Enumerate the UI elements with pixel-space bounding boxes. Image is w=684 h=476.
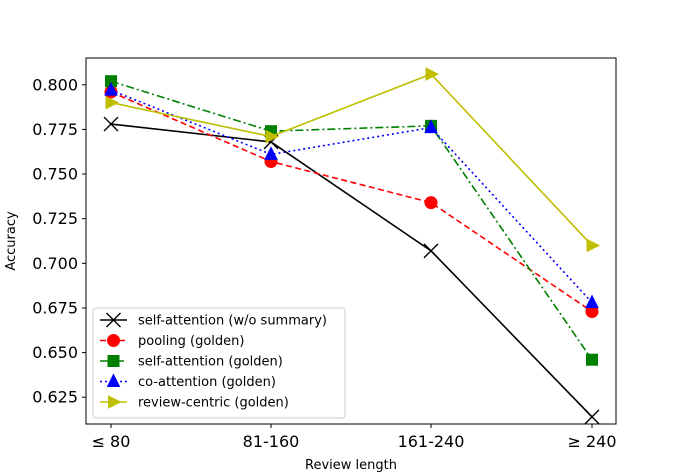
x-axis-label: Review length: [305, 458, 397, 473]
data-point: [584, 409, 600, 425]
data-point: [103, 116, 119, 132]
x-axis: ≤ 80 81-160 161-240 ≥ 240: [92, 424, 617, 451]
data-point: [105, 95, 120, 110]
data-point: [424, 119, 438, 134]
legend: self-attention (w/o summary) pooling (gol…: [92, 307, 346, 419]
y-tick-label: 0.625: [32, 388, 78, 407]
data-point: [585, 294, 599, 309]
series-line: [110, 73, 593, 247]
y-tick-label: 0.800: [32, 75, 78, 94]
data-point: [424, 196, 438, 210]
series-1: [104, 85, 599, 319]
plot-frame: [85, 57, 617, 425]
legend-entry: pooling (golden): [138, 334, 244, 349]
legend-marker: [107, 355, 120, 367]
y-tick-label: 0.725: [32, 209, 78, 228]
x-tick-label: ≤ 80: [92, 432, 131, 451]
y-tick-label: 0.750: [32, 165, 78, 184]
y-tick-label: 0.775: [32, 120, 78, 139]
y-tick-label: 0.700: [32, 254, 78, 273]
data-point: [423, 243, 439, 259]
data-point: [104, 82, 118, 96]
series-line: [110, 91, 593, 313]
series-4: [105, 67, 601, 253]
legend-marker: [106, 312, 121, 328]
legend-marker: [107, 334, 120, 347]
legend-marker: [106, 373, 121, 387]
x-tick-label: ≥ 240: [567, 432, 616, 451]
legend-box: [92, 307, 346, 419]
legend-entry: review-centric (golden): [138, 396, 289, 411]
series-layer: [103, 67, 601, 425]
series-0: [103, 116, 600, 425]
legend-marker: [108, 395, 122, 409]
data-point: [264, 146, 278, 160]
x-tick-label: 161-240: [398, 432, 465, 451]
y-tick-label: 0.675: [32, 298, 78, 317]
y-axis-label: Accuracy: [4, 211, 19, 271]
legend-entry: self-attention (golden): [138, 355, 283, 370]
data-point: [586, 238, 601, 253]
data-point: [425, 67, 440, 81]
data-point: [586, 353, 598, 366]
legend-entry: co-attention (golden): [138, 375, 276, 390]
data-point: [265, 129, 280, 144]
x-tick-label: 81-160: [243, 432, 300, 451]
series-line: [110, 123, 593, 418]
y-tick-label: 0.650: [32, 343, 78, 362]
legend-entry: self-attention (w/o summary): [138, 314, 327, 329]
series-line: [110, 80, 593, 361]
y-axis: 0.625 0.650 0.675 0.700 0.725 0.750 0.775 0.800: [32, 75, 86, 407]
series-3: [104, 82, 599, 309]
series-line: [110, 89, 593, 304]
